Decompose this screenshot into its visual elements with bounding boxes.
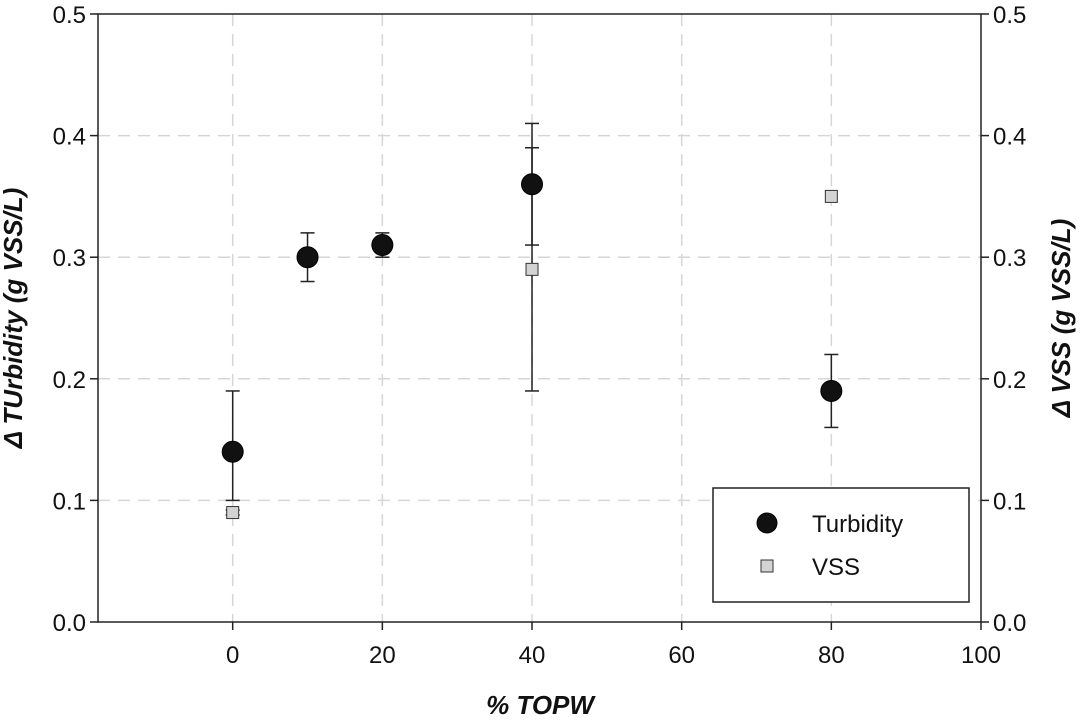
x-tick-label: 40 [519,642,546,669]
vss-point [226,506,240,520]
legend: Turbidity VSS [712,487,970,603]
grid-lines [98,14,981,622]
y-tick-label-left: 0.0 [53,610,86,637]
y-tick-label-left: 0.1 [53,488,86,515]
turbidity-point [820,379,843,402]
y-tick-label-left: 0.5 [53,2,86,29]
turbidity-point [371,234,394,257]
legend-vss-marker [760,559,774,573]
y-tick-label-left: 0.4 [53,124,86,151]
y-tick-label-right: 0.0 [993,610,1026,637]
turbidity-point [521,173,544,196]
legend-turbidity-marker [756,512,778,534]
turbidity-point [296,246,319,269]
y-tick-label-right: 0.1 [993,488,1026,515]
x-tick-label: 0 [226,642,239,669]
axis-ticks: 0 20 40 60 80 100 0.0 0.0 0.1 0.1 0.2 0.2 0.3 0.3 0.4 0… [53,2,1027,669]
legend-turbidity-label: Turbidity [812,511,903,538]
x-axis-title: % TOPW [486,690,596,720]
y-tick-label-right: 0.5 [993,2,1026,29]
plot-area-frame [97,13,982,623]
y-tick-label-left: 0.3 [53,245,86,272]
x-tick-label: 80 [818,642,845,669]
y-tick-label-right: 0.4 [993,124,1026,151]
vss-point [824,189,838,203]
x-tick-label: 60 [668,642,695,669]
legend-box [712,487,970,603]
data-markers [221,173,843,520]
turbidity-point [221,440,244,463]
x-tick-label: 20 [369,642,396,669]
vss-point [525,262,539,276]
y-tick-label-left: 0.2 [53,367,86,394]
y-axis-title-right: Δ VSS (g VSS/L) [1046,219,1076,419]
legend-vss-label: VSS [812,554,860,581]
y-tick-label-right: 0.3 [993,245,1026,272]
x-tick-label: 100 [961,642,1001,669]
y-tick-label-right: 0.2 [993,367,1026,394]
y-axis-title-left: Δ TUrbidity (g VSS/L) [0,188,28,450]
